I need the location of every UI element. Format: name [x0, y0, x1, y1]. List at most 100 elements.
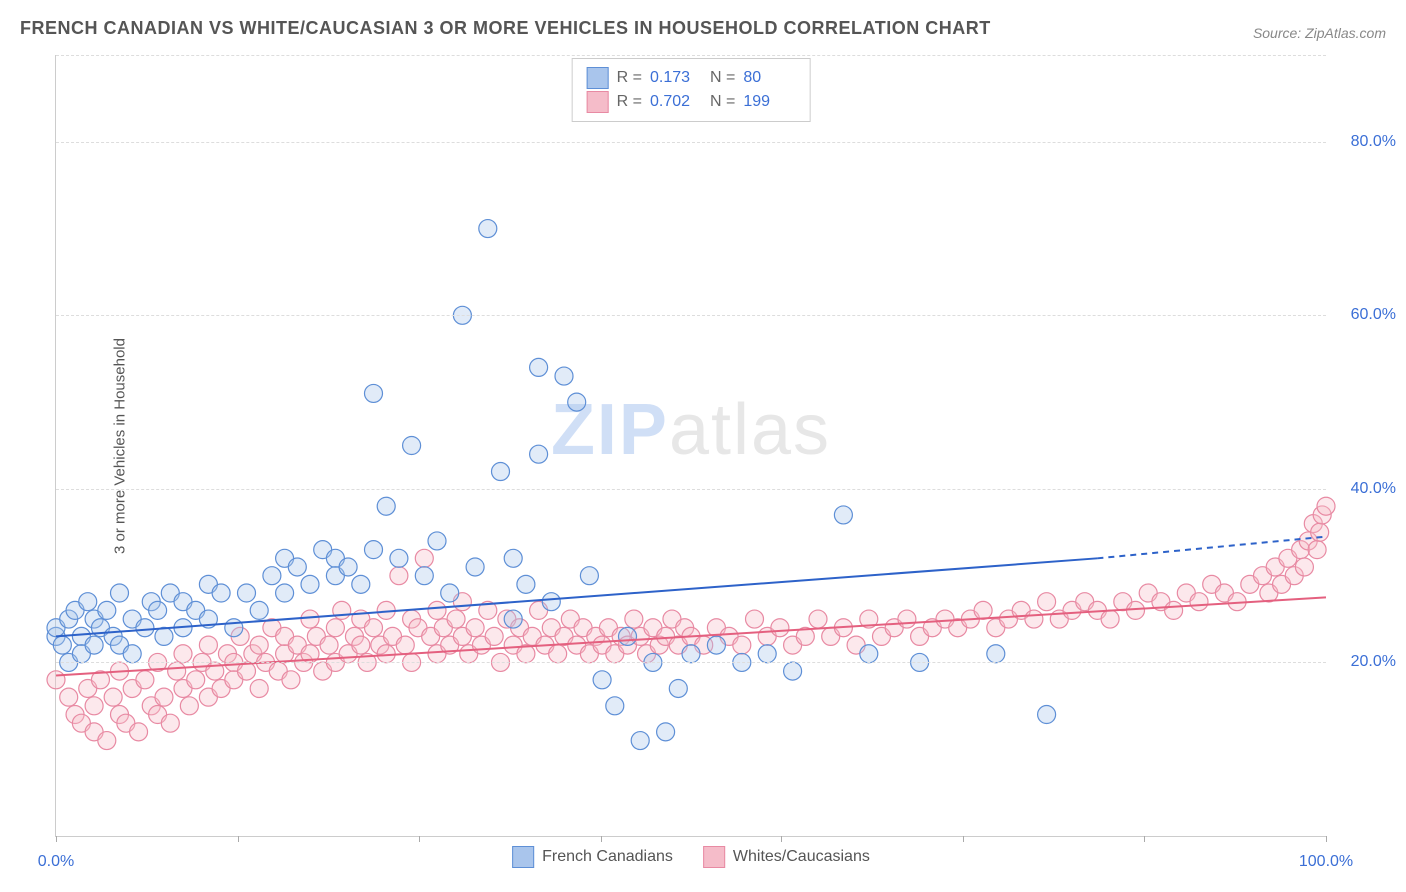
scatter-point — [365, 384, 383, 402]
scatter-point — [1038, 706, 1056, 724]
scatter-point — [85, 636, 103, 654]
scatter-point — [987, 645, 1005, 663]
scatter-point — [1308, 541, 1326, 559]
scatter-point — [1025, 610, 1043, 628]
scatter-point — [466, 619, 484, 637]
scatter-point — [326, 619, 344, 637]
scatter-point — [250, 636, 268, 654]
scatter-point — [504, 549, 522, 567]
y-tick-label: 40.0% — [1351, 480, 1396, 498]
scatter-point — [155, 688, 173, 706]
legend-n-label: N = — [710, 93, 735, 111]
scatter-point — [85, 697, 103, 715]
scatter-point — [631, 732, 649, 750]
legend-item-french: French Canadians — [512, 846, 673, 868]
scatter-svg — [56, 55, 1326, 836]
scatter-point — [447, 610, 465, 628]
scatter-point — [580, 567, 598, 585]
scatter-point — [396, 636, 414, 654]
scatter-point — [415, 549, 433, 567]
scatter-point — [492, 463, 510, 481]
scatter-point — [428, 532, 446, 550]
scatter-point — [301, 610, 319, 628]
scatter-point — [250, 601, 268, 619]
scatter-point — [625, 610, 643, 628]
scatter-point — [377, 497, 395, 515]
scatter-point — [1190, 593, 1208, 611]
scatter-point — [403, 437, 421, 455]
scatter-point — [225, 619, 243, 637]
scatter-point — [555, 367, 573, 385]
scatter-point — [593, 671, 611, 689]
scatter-point — [250, 679, 268, 697]
scatter-point — [542, 593, 560, 611]
legend-n-label: N = — [710, 69, 735, 87]
scatter-point — [606, 697, 624, 715]
x-tick-label: 100.0% — [1299, 853, 1353, 871]
scatter-point — [60, 688, 78, 706]
scatter-point — [149, 601, 167, 619]
scatter-point — [1311, 523, 1329, 541]
scatter-point — [136, 619, 154, 637]
scatter-point — [568, 393, 586, 411]
scatter-point — [1101, 610, 1119, 628]
legend-r-label: R = — [617, 69, 642, 87]
scatter-point — [79, 593, 97, 611]
scatter-point — [898, 610, 916, 628]
legend-label-1: French Canadians — [542, 848, 673, 866]
scatter-point — [1295, 558, 1313, 576]
legend-label-2: Whites/Caucasians — [733, 848, 870, 866]
scatter-point — [390, 549, 408, 567]
scatter-point — [1038, 593, 1056, 611]
scatter-point — [1317, 497, 1335, 515]
scatter-point — [123, 645, 141, 663]
scatter-point — [320, 636, 338, 654]
scatter-point — [809, 610, 827, 628]
correlation-legend: R = 0.173 N = 80 R = 0.702 N = 199 — [572, 58, 811, 122]
scatter-point — [365, 541, 383, 559]
scatter-point — [187, 671, 205, 689]
scatter-point — [136, 671, 154, 689]
legend-r-label: R = — [617, 93, 642, 111]
scatter-point — [733, 636, 751, 654]
legend-r-value-1: 0.173 — [650, 69, 702, 87]
y-tick-label: 20.0% — [1351, 653, 1396, 671]
scatter-point — [161, 714, 179, 732]
scatter-point — [365, 619, 383, 637]
legend-swatch-pink — [703, 846, 725, 868]
series-legend: French Canadians Whites/Caucasians — [512, 846, 870, 868]
scatter-point — [263, 567, 281, 585]
scatter-point — [504, 610, 522, 628]
scatter-point — [282, 671, 300, 689]
scatter-point — [441, 584, 459, 602]
scatter-point — [530, 445, 548, 463]
scatter-point — [288, 558, 306, 576]
scatter-point — [517, 575, 535, 593]
x-tick-label: 0.0% — [38, 853, 74, 871]
legend-swatch-blue — [512, 846, 534, 868]
scatter-point — [619, 627, 637, 645]
scatter-point — [352, 636, 370, 654]
scatter-point — [485, 627, 503, 645]
scatter-point — [339, 558, 357, 576]
y-tick-label: 60.0% — [1351, 306, 1396, 324]
scatter-point — [130, 723, 148, 741]
scatter-point — [746, 610, 764, 628]
scatter-point — [974, 601, 992, 619]
scatter-point — [1165, 601, 1183, 619]
scatter-point — [174, 645, 192, 663]
scatter-point — [549, 645, 567, 663]
scatter-point — [530, 358, 548, 376]
scatter-point — [168, 662, 186, 680]
legend-r-value-2: 0.702 — [650, 93, 702, 111]
legend-row-series2: R = 0.702 N = 199 — [587, 91, 796, 113]
y-tick-label: 80.0% — [1351, 133, 1396, 151]
scatter-point — [860, 645, 878, 663]
scatter-point — [479, 220, 497, 238]
legend-swatch-blue — [587, 67, 609, 89]
scatter-point — [466, 558, 484, 576]
scatter-point — [428, 601, 446, 619]
scatter-point — [104, 688, 122, 706]
scatter-point — [180, 697, 198, 715]
scatter-point — [333, 601, 351, 619]
